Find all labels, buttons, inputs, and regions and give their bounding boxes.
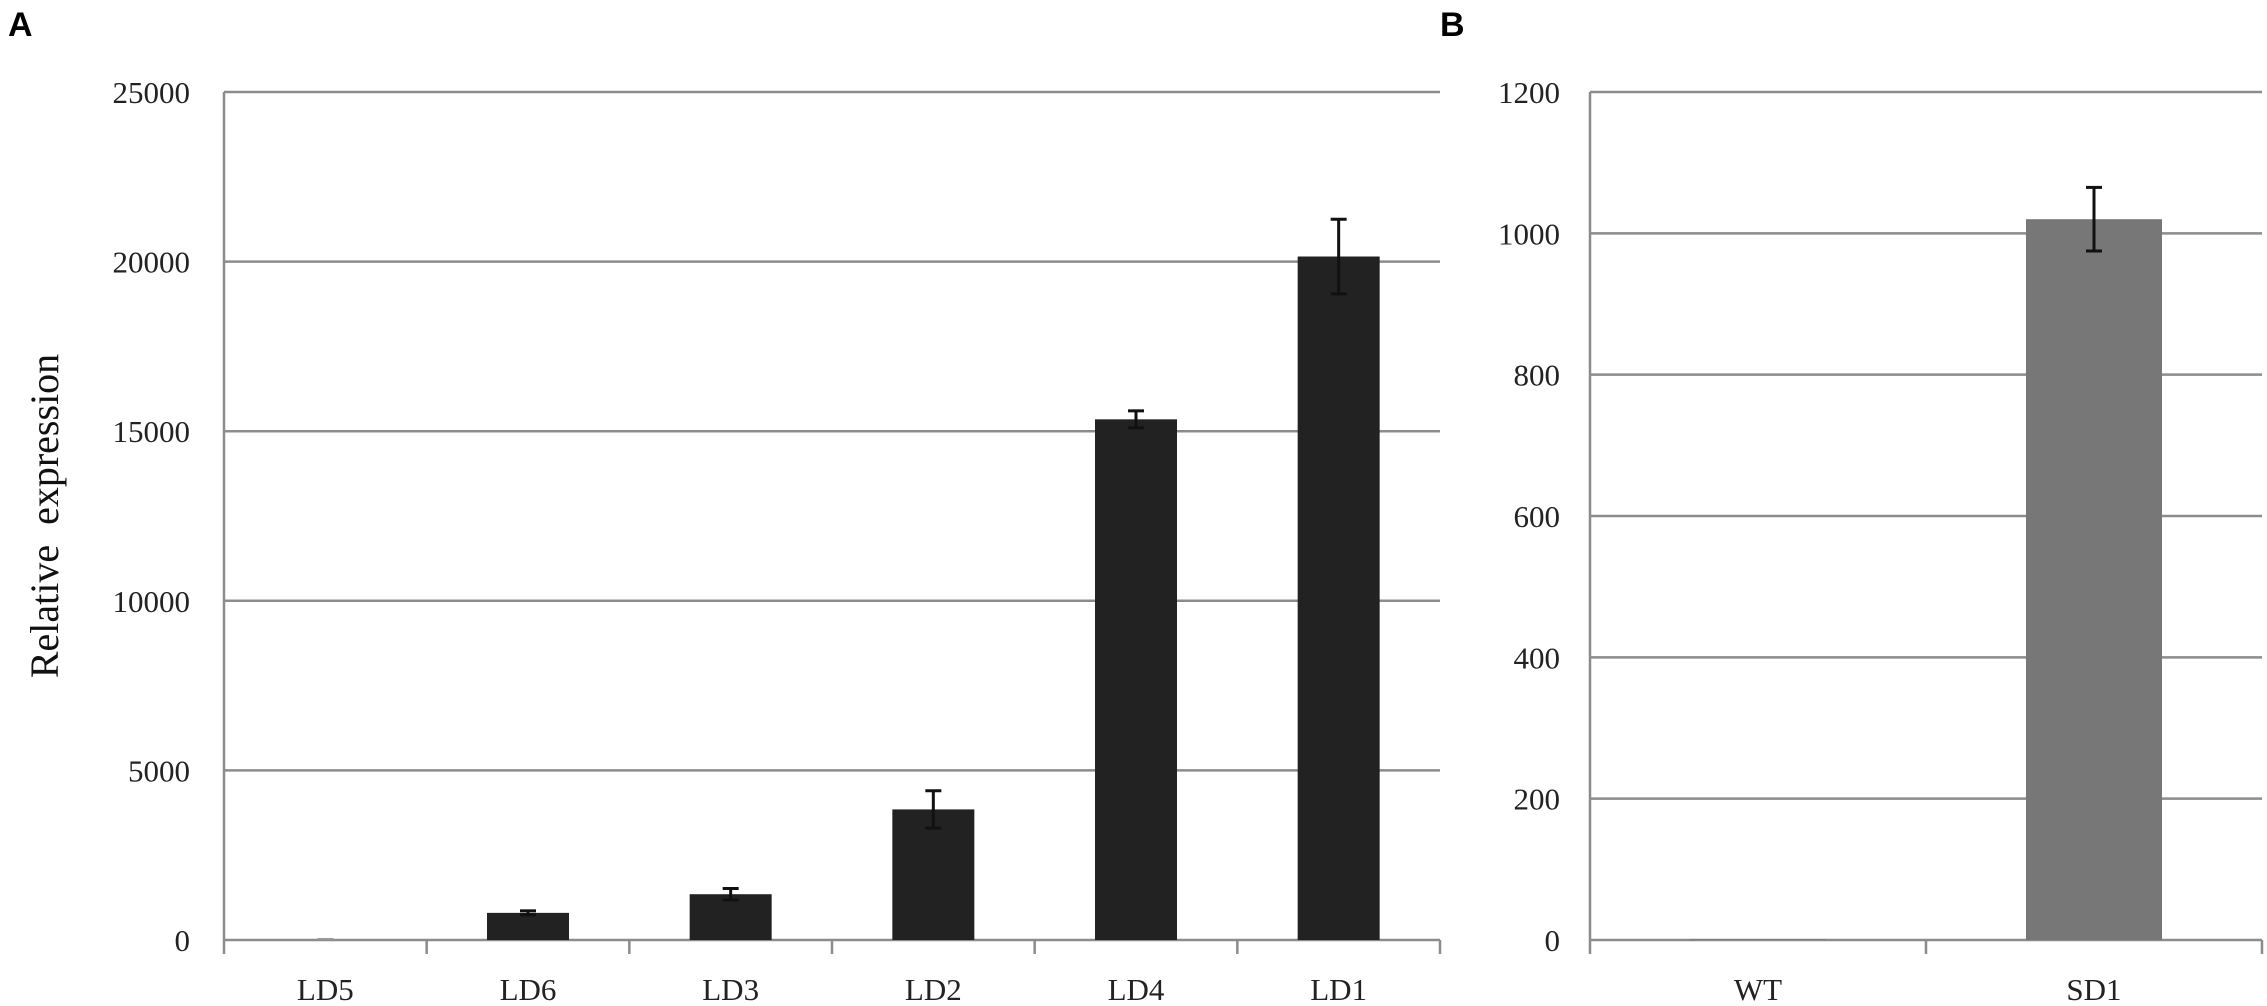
x-tick-label: LD3 xyxy=(702,972,759,1006)
bar xyxy=(1095,419,1177,940)
x-tick-label: LD6 xyxy=(500,972,557,1006)
bar xyxy=(689,894,772,940)
y-tick-label: 5000 xyxy=(128,753,190,788)
y-tick-label: 800 xyxy=(1514,358,1561,393)
y-tick-label: 400 xyxy=(1514,640,1561,675)
y-tick-label: 10000 xyxy=(113,584,191,619)
bar xyxy=(1297,256,1380,941)
y-tick-label: 1000 xyxy=(1498,216,1560,251)
bar xyxy=(2026,219,2162,940)
chart-a: 0 5000 10000 15000 20000 25000 LD5 LD6 LD3 LD2 LD4… xyxy=(22,75,1442,1006)
bar xyxy=(1690,939,1826,940)
y-tick-label: 25000 xyxy=(113,75,191,110)
y-tick-label: 15000 xyxy=(113,414,191,449)
chart-b: 0 200 400 600 800 1000 1200 WT SD1 xyxy=(1498,75,2264,1006)
x-tick-label: SD1 xyxy=(2066,972,2121,1006)
x-tick-label: LD5 xyxy=(297,972,354,1006)
bar xyxy=(892,809,975,940)
x-tick-label: WT xyxy=(1734,972,1782,1006)
panel-label-b: B xyxy=(1440,6,1465,44)
y-axis-title: Relative expression xyxy=(22,354,67,678)
x-tick-label: LD1 xyxy=(1310,972,1367,1006)
x-tick-label: LD4 xyxy=(1108,972,1165,1006)
y-tick-label: 0 xyxy=(1545,923,1561,958)
y-tick-label: 600 xyxy=(1514,499,1561,534)
bar xyxy=(487,912,569,940)
panel-label-a: A xyxy=(8,6,33,44)
y-tick-label: 1200 xyxy=(1498,75,1560,110)
y-tick-label: 200 xyxy=(1514,782,1561,817)
y-tick-label: 0 xyxy=(175,923,191,958)
y-tick-label: 20000 xyxy=(113,245,191,280)
x-tick-label: LD2 xyxy=(905,972,962,1006)
